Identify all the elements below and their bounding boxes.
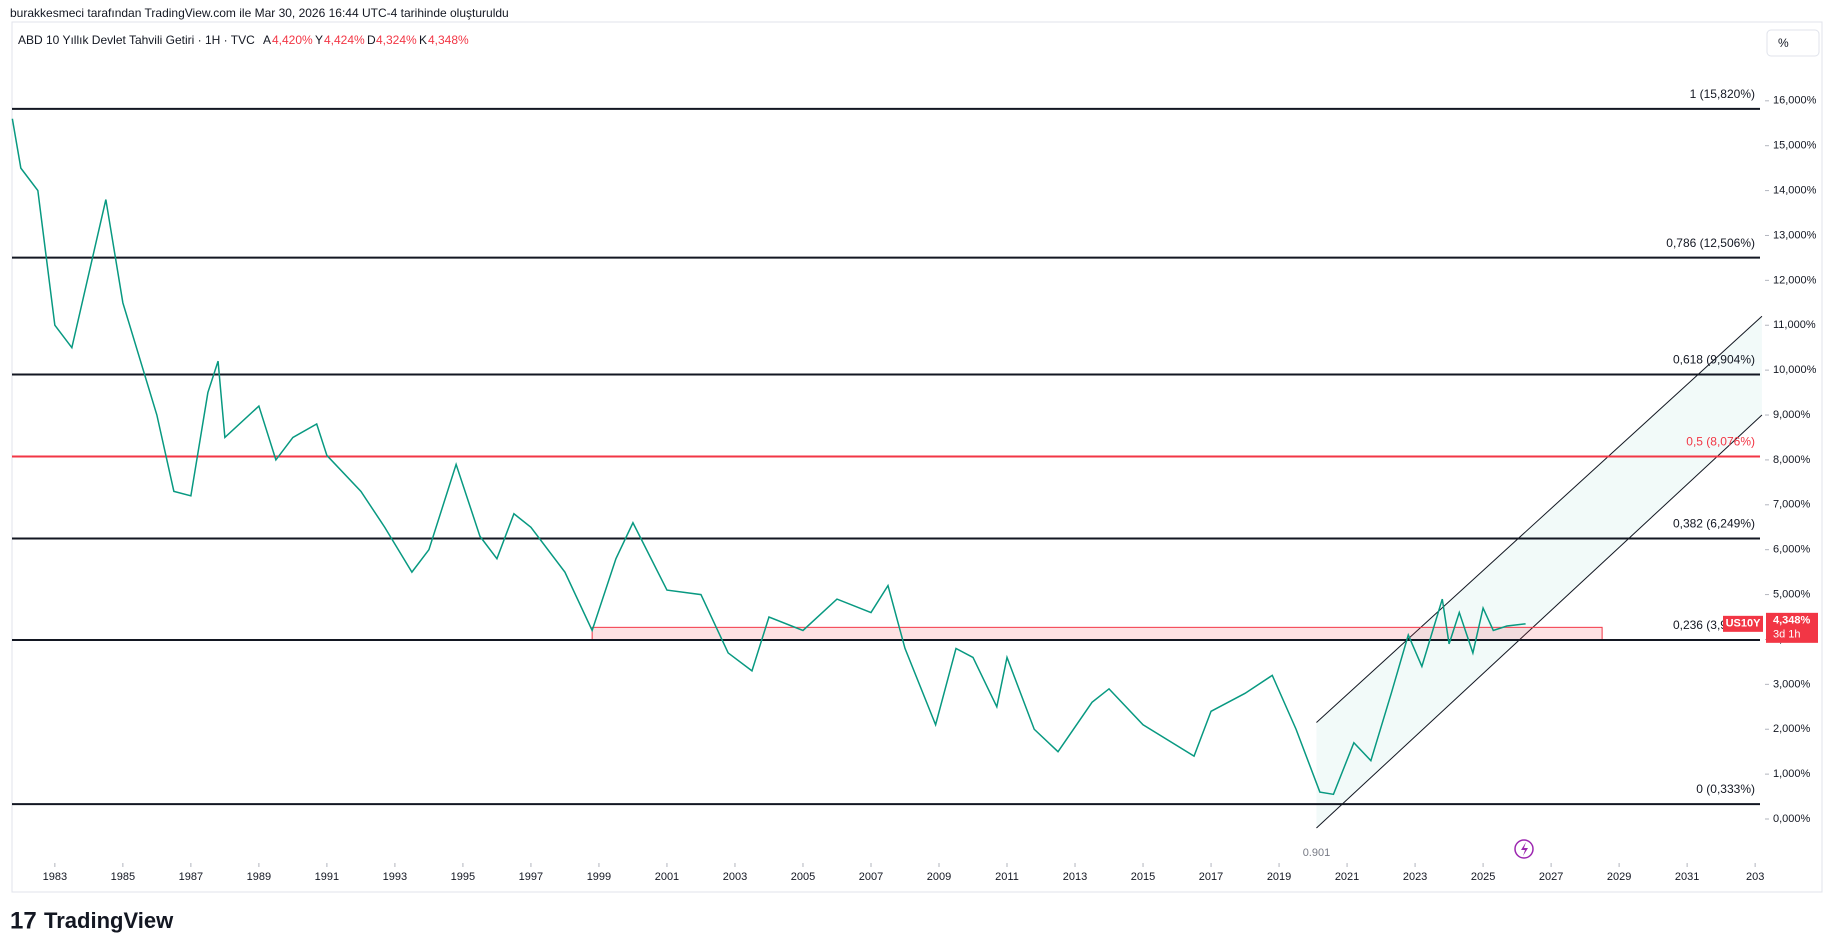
x-tick-label: 2003 bbox=[723, 871, 747, 883]
ohlc-value: 4,424% bbox=[324, 33, 365, 47]
x-tick-label: 2013 bbox=[1063, 871, 1087, 883]
y-tick-label: 3,000% bbox=[1773, 678, 1811, 690]
fib-label: 0 (0,333%) bbox=[1696, 782, 1755, 796]
logo: 17 bbox=[10, 907, 37, 934]
y-tick-label: 5,000% bbox=[1773, 588, 1811, 600]
price-badge bbox=[1766, 612, 1818, 643]
fib-label: 0,5 (8,076%) bbox=[1686, 435, 1755, 449]
y-tick-label: 9,000% bbox=[1773, 409, 1811, 421]
ohlc-key: A bbox=[263, 33, 271, 47]
x-tick-label: 2017 bbox=[1199, 871, 1223, 883]
fib-label: 0,786 (12,506%) bbox=[1666, 236, 1755, 250]
symbol-badge-label: US10Y bbox=[1726, 618, 1762, 630]
x-tick-label: 1987 bbox=[179, 871, 203, 883]
x-tick-label: 2015 bbox=[1131, 871, 1155, 883]
x-tick-label: 1985 bbox=[111, 871, 135, 883]
x-tick-label: 2019 bbox=[1267, 871, 1291, 883]
y-tick-label: 16,000% bbox=[1773, 95, 1817, 107]
x-tick-label: 1989 bbox=[247, 871, 271, 883]
event-icon[interactable] bbox=[1514, 839, 1534, 859]
price-badge-label: 4,348% bbox=[1773, 615, 1811, 627]
symbol-badge bbox=[1723, 615, 1763, 632]
x-tick-label: 1995 bbox=[451, 871, 475, 883]
y-tick-label: 12,000% bbox=[1773, 274, 1817, 286]
x-tick-label: 2025 bbox=[1471, 871, 1495, 883]
x-tick-label: 2001 bbox=[655, 871, 679, 883]
y-tick-label: 14,000% bbox=[1773, 184, 1817, 196]
x-tick-label: 2011 bbox=[995, 871, 1019, 883]
y-tick-label: 15,000% bbox=[1773, 140, 1817, 152]
ohlc-value: 4,348% bbox=[428, 33, 469, 47]
fib-label: 0,382 (6,249%) bbox=[1673, 517, 1755, 531]
ohlc-key: Y bbox=[315, 33, 323, 47]
fib-label: 1 (15,820%) bbox=[1690, 87, 1755, 101]
y-tick-label: 2,000% bbox=[1773, 723, 1811, 735]
ohlc-key: K bbox=[419, 33, 427, 47]
y-tick-label: 11,000% bbox=[1773, 319, 1816, 331]
header: burakkesmeci tarafından TradingView.com … bbox=[10, 6, 509, 20]
y-tick-label: 8,000% bbox=[1773, 454, 1811, 466]
countdown: 3d 1h bbox=[1773, 629, 1801, 641]
price-line bbox=[11, 118, 1526, 796]
x-tick-label: 2021 bbox=[1335, 871, 1359, 883]
y-tick-label: 6,000% bbox=[1773, 544, 1811, 556]
channel-line bbox=[1316, 315, 1763, 723]
x-tick-label: 2023 bbox=[1403, 871, 1427, 883]
x-tick-label: 2009 bbox=[927, 871, 951, 883]
y-tick-label: 0,000% bbox=[1773, 813, 1811, 825]
svg-text:17: 17 bbox=[10, 907, 37, 934]
x-tick-label: 1997 bbox=[519, 871, 543, 883]
unit-label: % bbox=[1778, 36, 1789, 50]
x-tick-label: 1991 bbox=[315, 871, 339, 883]
x-tick-label: 2007 bbox=[859, 871, 883, 883]
x-tick-label: 1983 bbox=[43, 871, 67, 883]
channel-fill bbox=[1316, 316, 1762, 828]
ohlc-key: D bbox=[367, 33, 376, 47]
x-tick-label: 2005 bbox=[791, 871, 815, 883]
brand: TradingView bbox=[44, 908, 174, 933]
y-tick-label: 13,000% bbox=[1773, 229, 1817, 241]
x-tick-label: 1999 bbox=[587, 871, 611, 883]
channel-line bbox=[1316, 414, 1763, 829]
x-tick-label: 2031 bbox=[1675, 871, 1699, 883]
ohlc-value: 4,324% bbox=[376, 33, 417, 47]
x-tick-label: 203 bbox=[1746, 871, 1764, 883]
y-tick-label: 1,000% bbox=[1773, 768, 1811, 780]
y-tick-label: 10,000% bbox=[1773, 364, 1817, 376]
chart-title: ABD 10 Yıllık Devlet Tahvili Getiri · 1H… bbox=[18, 33, 255, 47]
event-icon-bolt bbox=[1521, 842, 1528, 856]
unit-button[interactable] bbox=[1766, 29, 1820, 57]
x-tick-label: 1993 bbox=[383, 871, 407, 883]
annotation: 0.901 bbox=[1303, 847, 1331, 859]
x-tick-label: 2027 bbox=[1539, 871, 1563, 883]
ohlc-value: 4,420% bbox=[272, 33, 313, 47]
fib-label: 0,618 (9,904%) bbox=[1673, 353, 1755, 367]
y-tick-label: 7,000% bbox=[1773, 499, 1811, 511]
x-tick-label: 2029 bbox=[1607, 871, 1631, 883]
